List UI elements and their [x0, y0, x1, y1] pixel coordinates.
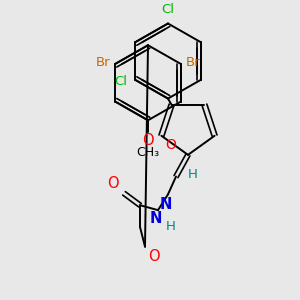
Text: N: N: [150, 211, 162, 226]
Text: O: O: [148, 249, 160, 264]
Text: Br: Br: [95, 56, 110, 68]
Text: H: H: [188, 168, 198, 181]
Text: Cl: Cl: [114, 75, 127, 88]
Text: O: O: [142, 133, 154, 148]
Text: Cl: Cl: [161, 3, 175, 16]
Text: H: H: [166, 220, 176, 233]
Text: O: O: [165, 138, 176, 152]
Text: Br: Br: [186, 56, 200, 68]
Text: O: O: [107, 176, 119, 191]
Text: CH₃: CH₃: [136, 146, 160, 159]
Text: N: N: [160, 197, 172, 212]
